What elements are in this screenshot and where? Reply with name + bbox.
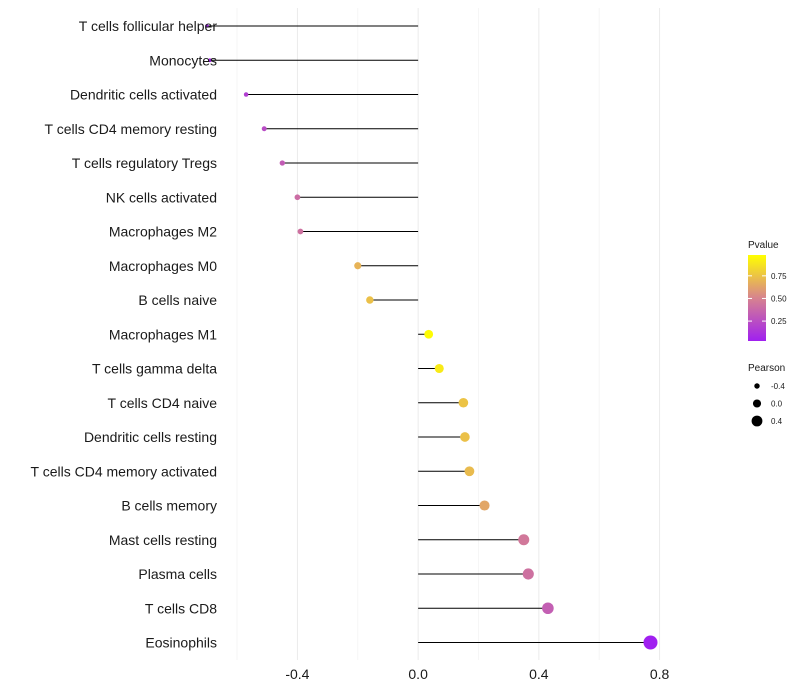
size-legend-label: -0.4 — [771, 382, 785, 391]
x-tick-label: 0.8 — [650, 666, 670, 682]
category-label: Macrophages M0 — [109, 258, 217, 274]
category-label: Dendritic cells resting — [84, 429, 217, 445]
colorbar-tick-label: 0.75 — [771, 272, 787, 281]
category-label: T cells CD4 naive — [108, 395, 218, 411]
size-legend-point — [754, 383, 760, 389]
data-point — [518, 534, 530, 546]
data-point — [208, 58, 212, 63]
data-point — [522, 568, 534, 580]
data-point — [366, 296, 374, 304]
stem-layer — [206, 25, 651, 643]
data-point — [542, 602, 554, 615]
size-legend-point — [751, 415, 763, 427]
data-point — [279, 160, 286, 166]
data-point — [261, 126, 267, 132]
category-label: Mast cells resting — [109, 532, 217, 548]
data-point — [464, 466, 475, 477]
category-label: Macrophages M2 — [109, 224, 217, 240]
category-label: Eosinophils — [145, 635, 217, 651]
data-point — [424, 329, 434, 339]
size-legend-label: 0.4 — [771, 417, 783, 426]
category-label: T cells CD4 memory activated — [31, 463, 217, 479]
colorbar-tick-label: 0.25 — [771, 317, 787, 326]
data-point — [294, 194, 301, 201]
category-label: Macrophages M1 — [109, 326, 217, 342]
category-label: B cells memory — [121, 498, 217, 514]
data-point — [643, 635, 658, 650]
size-legend-label: 0.0 — [771, 400, 783, 409]
data-point — [205, 24, 209, 28]
pearson-legend-title: Pearson — [748, 363, 785, 374]
pvalue-legend-title: Pvalue — [748, 240, 779, 251]
size-legend-point — [752, 399, 762, 408]
category-label: T cells CD8 — [145, 600, 217, 616]
x-tick-label: 0.4 — [529, 666, 549, 682]
x-tick-label: -0.4 — [285, 666, 309, 682]
category-label: T cells CD4 memory resting — [45, 121, 217, 137]
category-label: Plasma cells — [138, 566, 217, 582]
category-label: B cells naive — [138, 292, 217, 308]
x-axis: -0.4 0.0 0.4 0.8 — [285, 666, 669, 682]
pvalue-colorbar — [748, 255, 766, 341]
data-point — [243, 92, 249, 97]
pearson-legend: Pearson -0.4 0.0 0.4 — [748, 363, 785, 427]
category-label: Dendritic cells activated — [70, 87, 217, 103]
category-label: T cells regulatory Tregs — [72, 155, 217, 171]
data-point — [434, 363, 444, 374]
data-point — [297, 228, 304, 235]
pvalue-legend: Pvalue 0.75 0.50 0.25 — [748, 240, 787, 341]
category-label: T cells follicular helper — [79, 18, 218, 34]
data-point — [354, 262, 362, 270]
data-point — [479, 500, 490, 511]
point-layer — [205, 24, 658, 650]
colorbar-tick-label: 0.50 — [771, 294, 787, 303]
category-label: Monocytes — [149, 52, 217, 68]
category-label: NK cells activated — [106, 189, 217, 205]
category-label: T cells gamma delta — [92, 361, 217, 377]
x-tick-label: 0.0 — [408, 666, 428, 682]
data-point — [458, 397, 469, 408]
data-point — [460, 432, 470, 442]
category-axis: T cells follicular helper Monocytes Dendri… — [31, 18, 218, 651]
grid-layer — [236, 8, 661, 660]
